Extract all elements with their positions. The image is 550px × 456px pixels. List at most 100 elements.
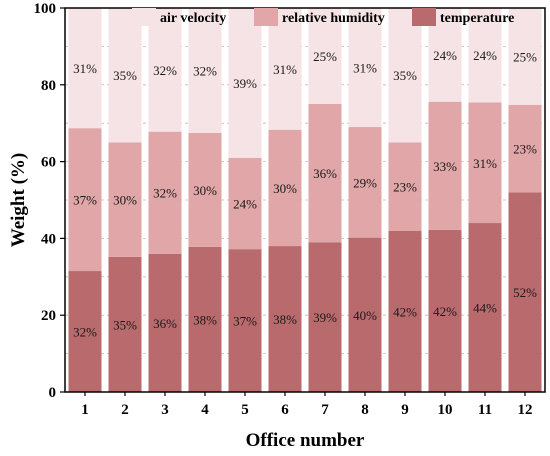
bar-temperature-11 bbox=[468, 223, 502, 392]
bar-relative-humidity-1 bbox=[68, 128, 102, 272]
bar-temperature-1 bbox=[68, 271, 102, 392]
data-label: 36% bbox=[153, 316, 177, 331]
data-label: 39% bbox=[233, 76, 257, 91]
bar-temperature-6 bbox=[268, 246, 302, 392]
x-tick-label: 7 bbox=[321, 402, 329, 418]
legend-label-air-velocity: air velocity bbox=[160, 11, 226, 26]
data-label: 35% bbox=[113, 68, 137, 83]
bar-relative-humidity-10 bbox=[428, 101, 462, 230]
y-tick-label: 20 bbox=[41, 308, 56, 324]
data-label: 31% bbox=[73, 61, 97, 76]
legend-swatch-air-velocity bbox=[132, 8, 156, 26]
data-label: 33% bbox=[433, 159, 457, 174]
data-label: 32% bbox=[73, 325, 97, 340]
x-tick-label: 8 bbox=[361, 402, 369, 418]
y-axis-title: Weight (%) bbox=[8, 153, 29, 247]
bar-temperature-2 bbox=[108, 256, 142, 392]
bar-temperature-8 bbox=[348, 237, 382, 392]
bar-relative-humidity-3 bbox=[148, 131, 182, 254]
y-tick-label: 80 bbox=[41, 78, 56, 94]
x-tick-label: 10 bbox=[438, 402, 453, 418]
bar-air-velocity-8 bbox=[348, 8, 382, 128]
plot-frame bbox=[64, 7, 546, 393]
data-label: 52% bbox=[513, 285, 537, 300]
data-label: 24% bbox=[233, 196, 257, 211]
y-tick-label: 100 bbox=[34, 1, 57, 17]
x-tick-label: 1 bbox=[81, 402, 89, 418]
data-label: 39% bbox=[313, 310, 337, 325]
data-label: 37% bbox=[233, 314, 257, 329]
data-label: 24% bbox=[473, 48, 497, 63]
data-label: 25% bbox=[513, 49, 537, 64]
data-label: 23% bbox=[513, 142, 537, 157]
data-label: 31% bbox=[273, 62, 297, 77]
data-label: 24% bbox=[433, 48, 457, 63]
bar-relative-humidity-8 bbox=[348, 127, 382, 238]
legend-label-temperature: temperature bbox=[440, 11, 514, 26]
bar-relative-humidity-7 bbox=[308, 104, 342, 243]
data-label: 35% bbox=[393, 68, 417, 83]
bar-relative-humidity-6 bbox=[268, 129, 302, 247]
y-tick-label: 40 bbox=[41, 231, 56, 247]
data-label: 42% bbox=[393, 304, 417, 319]
data-label: 36% bbox=[313, 166, 337, 181]
x-tick-label: 11 bbox=[478, 402, 492, 418]
bar-temperature-9 bbox=[388, 230, 422, 392]
x-tick-label: 5 bbox=[241, 402, 249, 418]
data-label: 32% bbox=[153, 63, 177, 78]
bar-relative-humidity-4 bbox=[188, 132, 222, 247]
x-axis-title: Office number bbox=[246, 430, 365, 451]
data-label: 38% bbox=[193, 312, 217, 327]
bar-air-velocity-9 bbox=[388, 8, 422, 143]
data-label: 40% bbox=[353, 308, 377, 323]
data-label: 37% bbox=[73, 193, 97, 208]
data-label: 30% bbox=[193, 183, 217, 198]
bar-relative-humidity-11 bbox=[468, 102, 502, 224]
data-label: 30% bbox=[273, 181, 297, 196]
bar-air-velocity-6 bbox=[268, 8, 302, 130]
bar-air-velocity-2 bbox=[108, 8, 142, 143]
legend-swatch-temperature bbox=[412, 8, 436, 26]
bar-temperature-4 bbox=[188, 246, 222, 392]
x-tick-label: 2 bbox=[121, 402, 129, 418]
bar-temperature-10 bbox=[428, 229, 462, 392]
bar-temperature-12 bbox=[508, 192, 542, 392]
bar-air-velocity-4 bbox=[188, 8, 222, 133]
data-label: 30% bbox=[113, 193, 137, 208]
bar-relative-humidity-12 bbox=[508, 104, 542, 193]
legend-swatch-relative-humidity bbox=[254, 8, 278, 26]
x-tick-label: 4 bbox=[201, 402, 209, 418]
data-label: 32% bbox=[153, 186, 177, 201]
bar-air-velocity-1 bbox=[68, 8, 102, 129]
bar-temperature-3 bbox=[148, 253, 182, 392]
bar-air-velocity-11 bbox=[468, 8, 502, 103]
y-tick-label: 60 bbox=[41, 155, 56, 171]
data-label: 32% bbox=[193, 63, 217, 78]
bar-air-velocity-3 bbox=[148, 8, 182, 132]
bar-temperature-7 bbox=[308, 242, 342, 392]
x-tick-label: 12 bbox=[518, 402, 533, 418]
bar-relative-humidity-5 bbox=[228, 157, 262, 250]
bar-relative-humidity-9 bbox=[388, 142, 422, 231]
bar-relative-humidity-2 bbox=[108, 142, 142, 257]
data-label: 23% bbox=[393, 180, 417, 195]
x-tick-label: 6 bbox=[281, 402, 289, 418]
bar-air-velocity-12 bbox=[508, 8, 542, 105]
x-tick-label: 3 bbox=[161, 402, 169, 418]
legend-label-relative-humidity: relative humidity bbox=[282, 11, 385, 26]
x-tick-label: 9 bbox=[401, 402, 409, 418]
data-label: 25% bbox=[313, 49, 337, 64]
data-label: 31% bbox=[473, 156, 497, 171]
data-label: 38% bbox=[273, 312, 297, 327]
bar-air-velocity-7 bbox=[308, 8, 342, 104]
data-label: 31% bbox=[353, 61, 377, 76]
bar-temperature-5 bbox=[228, 249, 262, 392]
data-label: 42% bbox=[433, 304, 457, 319]
data-label: 35% bbox=[113, 317, 137, 332]
y-tick-label: 0 bbox=[49, 385, 57, 401]
bar-air-velocity-5 bbox=[228, 8, 262, 158]
data-label: 29% bbox=[353, 175, 377, 190]
data-label: 44% bbox=[473, 301, 497, 316]
